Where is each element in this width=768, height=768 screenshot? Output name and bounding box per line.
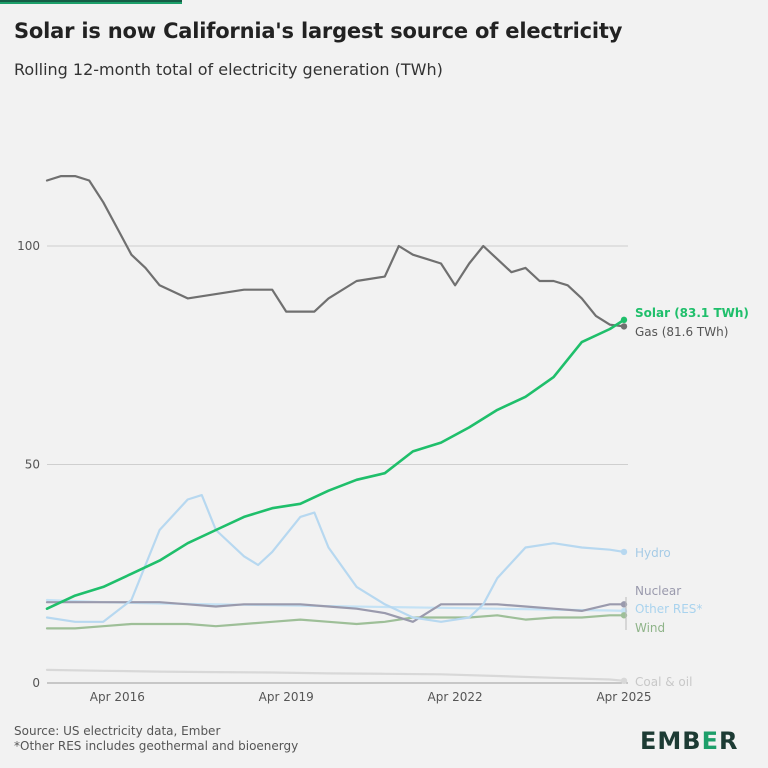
x-tick-labels: Apr 2016 Apr 2019 Apr 2022 Apr 2025 <box>90 690 652 704</box>
end-label-gas: Gas (81.6 TWh) <box>635 325 728 339</box>
source-line: Source: US electricity data, Ember <box>14 724 221 738</box>
end-labels: Solar (83.1 TWh) Gas (81.6 TWh) Hydro Nucle… <box>625 306 749 689</box>
series-lines <box>45 175 628 685</box>
chart-title: Solar is now California's largest source… <box>14 19 623 43</box>
series-line-wind <box>45 614 626 630</box>
series-line-gas <box>45 175 626 328</box>
series-end-dot-coal_oil <box>620 677 628 685</box>
end-label-wind: Wind <box>635 621 665 635</box>
gridlines <box>47 245 628 684</box>
source-note: Source: US electricity data, Ember *Othe… <box>14 724 298 754</box>
x-tick-label: Apr 2025 <box>596 690 651 704</box>
x-tick-label: Apr 2019 <box>259 690 314 704</box>
ember-logo: EMBER <box>640 727 739 755</box>
accent-bar <box>0 0 182 4</box>
end-label-nuclear: Nuclear <box>635 584 681 598</box>
series-end-dot-solar <box>620 316 628 324</box>
y-tick-labels: 0 50 100 <box>17 239 40 690</box>
series-line-solar <box>45 318 626 610</box>
x-tick-label: Apr 2022 <box>428 690 483 704</box>
series-line-hydro <box>45 494 626 623</box>
end-label-hydro: Hydro <box>635 546 671 560</box>
series-end-dot-gas <box>620 323 628 330</box>
x-tick-label: Apr 2016 <box>90 690 145 704</box>
end-label-other_res: Other RES* <box>635 602 702 616</box>
chart-subtitle: Rolling 12-month total of electricity ge… <box>14 60 443 79</box>
series-end-dot-hydro <box>620 548 628 556</box>
end-label-coal_oil: Coal & oil <box>635 675 692 689</box>
y-tick-label: 50 <box>25 458 40 472</box>
series-line-coal_oil <box>45 668 626 682</box>
y-tick-label: 0 <box>32 676 40 690</box>
end-label-solar: Solar (83.1 TWh) <box>635 306 749 320</box>
series-line-nuclear <box>45 601 626 623</box>
footnote-line: *Other RES includes geothermal and bioen… <box>14 739 299 753</box>
y-tick-label: 100 <box>17 239 40 253</box>
